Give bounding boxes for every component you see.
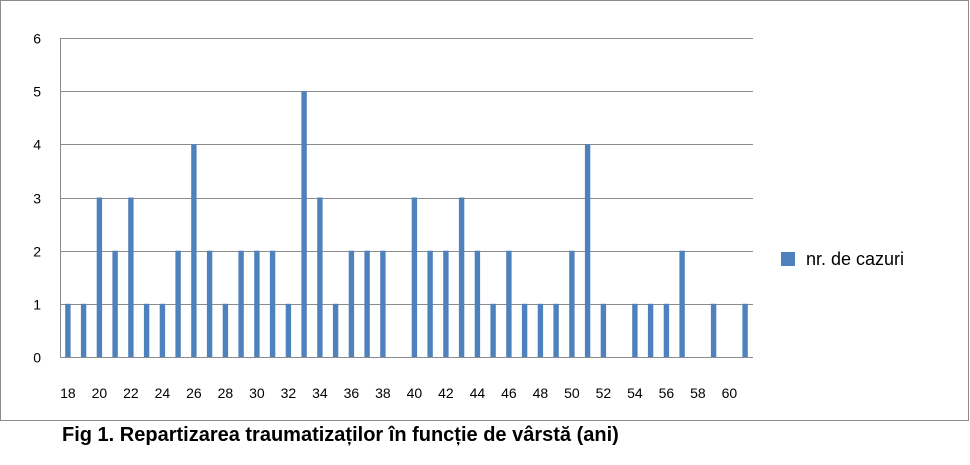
bar-age-41 — [427, 250, 433, 357]
x-tick-label: 30 — [249, 385, 265, 401]
x-tick-label: 42 — [438, 385, 454, 401]
bar-age-35 — [332, 303, 339, 357]
bar-age-40 — [411, 197, 418, 357]
x-tick-label: 54 — [627, 385, 643, 401]
bar-age-23 — [143, 303, 150, 357]
bar-age-33 — [301, 91, 307, 357]
y-tick-label: 5 — [33, 84, 41, 100]
legend-label: nr. de cazuri — [806, 249, 904, 269]
bar-age-28 — [222, 303, 229, 357]
x-tick-label: 58 — [690, 385, 706, 401]
bar-age-30 — [254, 250, 260, 357]
bar-age-26 — [191, 144, 197, 357]
x-axis-ticks: 18 20 22 24 26 28 30 32 34 36 38 40 42 44 46 48 50 52 54 56… — [60, 385, 737, 401]
y-axis-ticks: 0 1 2 3 4 5 6 — [33, 31, 41, 366]
bar-age-32 — [285, 303, 292, 357]
bar-age-49 — [553, 303, 559, 357]
bar-age-57 — [679, 250, 685, 357]
x-tick-label: 26 — [186, 385, 202, 401]
bar-age-20 — [96, 197, 103, 357]
x-tick-label: 34 — [312, 385, 328, 401]
x-tick-label: 38 — [375, 385, 391, 401]
x-tick-label: 52 — [596, 385, 612, 401]
x-tick-label: 32 — [281, 385, 297, 401]
bar-age-44 — [474, 250, 481, 357]
bars — [65, 91, 748, 357]
x-tick-label: 22 — [123, 385, 139, 401]
bar-age-31 — [269, 250, 276, 357]
bar-age-36 — [348, 250, 355, 357]
bar-age-24 — [159, 303, 166, 357]
x-tick-label: 48 — [533, 385, 549, 401]
x-tick-label: 56 — [659, 385, 675, 401]
x-tick-label: 36 — [344, 385, 360, 401]
bar-age-19 — [80, 303, 87, 357]
x-tick-label: 46 — [501, 385, 517, 401]
bar-age-54 — [632, 303, 638, 357]
bar-age-47 — [521, 303, 528, 357]
y-tick-label: 6 — [33, 31, 41, 47]
bar-age-55 — [647, 303, 654, 357]
x-tick-label: 40 — [407, 385, 423, 401]
bar-age-42 — [443, 250, 449, 357]
bar-age-25 — [175, 250, 181, 357]
legend: nr. de cazuri — [781, 249, 904, 269]
y-tick-label: 0 — [33, 350, 41, 366]
bar-age-34 — [317, 197, 323, 357]
legend-swatch — [781, 252, 795, 266]
bar-age-21 — [112, 250, 118, 357]
x-tick-label: 60 — [722, 385, 738, 401]
x-tick-label: 44 — [470, 385, 486, 401]
bar-age-37 — [364, 250, 370, 357]
x-tick-label: 28 — [218, 385, 234, 401]
y-tick-label: 1 — [33, 297, 41, 313]
x-tick-label: 24 — [155, 385, 171, 401]
y-tick-label: 3 — [33, 191, 41, 207]
bar-age-48 — [537, 303, 544, 357]
y-tick-label: 2 — [33, 244, 41, 260]
x-tick-label: 18 — [60, 385, 76, 401]
bar-age-61 — [742, 303, 748, 357]
bar-age-27 — [206, 250, 213, 357]
bar-age-18 — [65, 303, 71, 357]
y-tick-label: 4 — [33, 137, 41, 153]
x-tick-label: 20 — [92, 385, 108, 401]
bar-age-43 — [458, 197, 465, 357]
bar-age-45 — [490, 303, 496, 357]
bar-age-56 — [663, 303, 670, 357]
bar-age-52 — [600, 303, 607, 357]
x-tick-label: 50 — [564, 385, 580, 401]
bar-age-38 — [380, 250, 386, 357]
bar-age-22 — [128, 197, 134, 357]
bar-age-51 — [584, 144, 591, 357]
bar-age-46 — [506, 250, 512, 357]
bar-age-29 — [238, 250, 244, 357]
bar-age-59 — [710, 303, 717, 357]
figure-caption: Fig 1. Repartizarea traumatizaților în f… — [62, 424, 619, 446]
bar-age-50 — [569, 250, 575, 357]
